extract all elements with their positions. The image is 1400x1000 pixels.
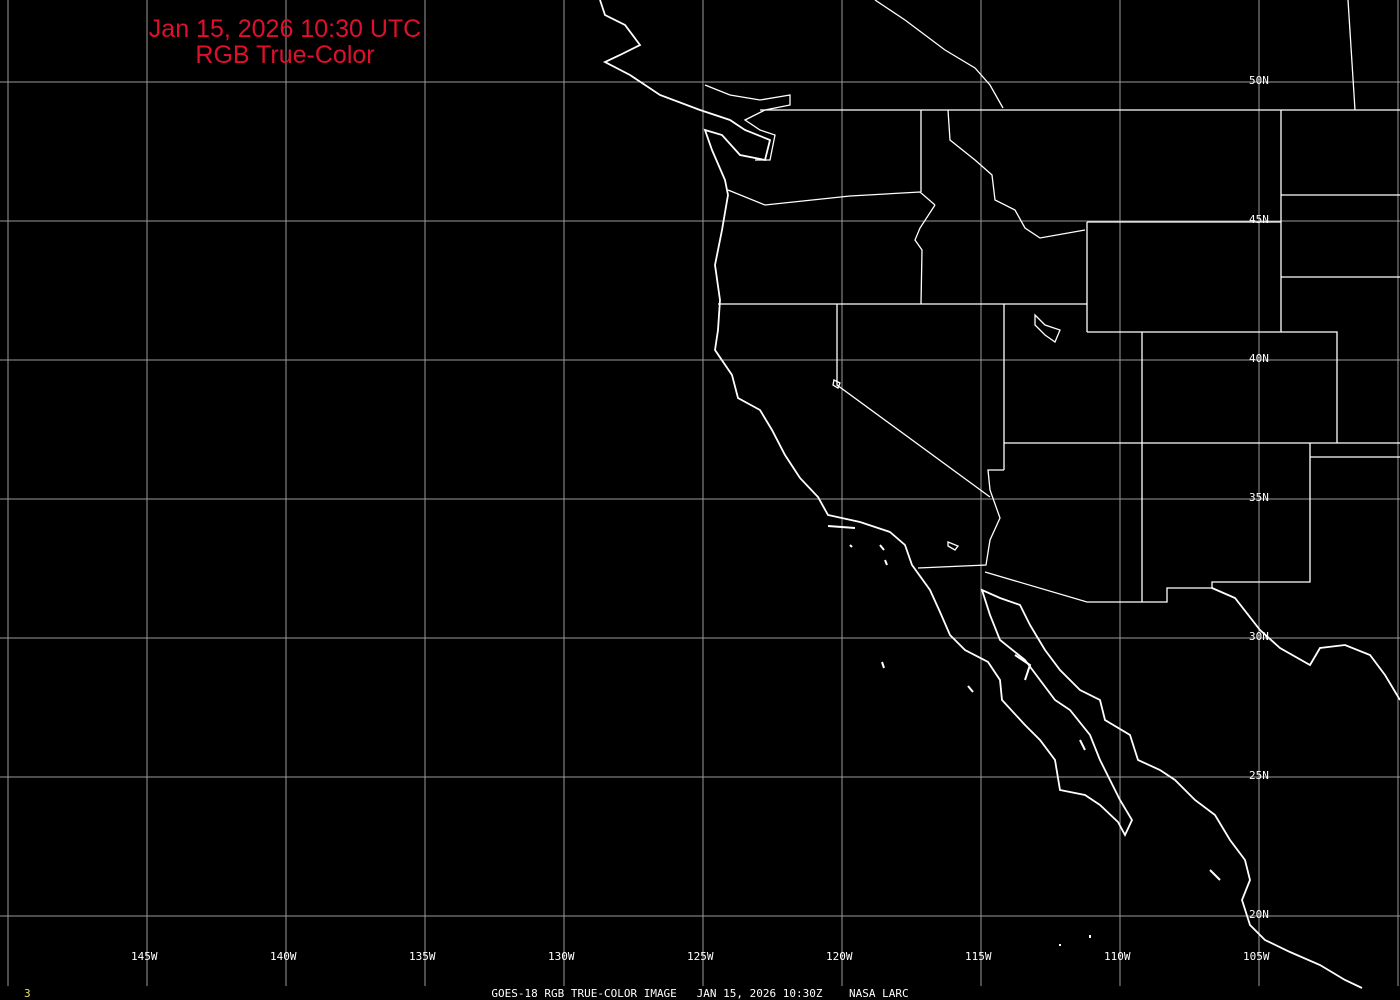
latitude-label: 30N — [1249, 630, 1269, 643]
colorado-river — [917, 469, 1004, 569]
latitude-label: 50N — [1249, 74, 1269, 87]
longitude-label: 130W — [548, 950, 575, 963]
wa-or-border — [727, 189, 936, 206]
longitude-label: 135W — [409, 950, 436, 963]
longitude-label: 115W — [965, 950, 992, 963]
dakota-borders — [1281, 194, 1400, 278]
latitude-label: 40N — [1249, 352, 1269, 365]
latitude-label: 45N — [1249, 213, 1269, 226]
baja-islands — [881, 654, 1221, 946]
latitude-label: 25N — [1249, 769, 1269, 782]
coastline-pacific — [599, 0, 1363, 989]
longitude-label: 125W — [687, 950, 714, 963]
longitude-label: 140W — [270, 950, 297, 963]
bc-alberta-border — [874, 0, 1004, 109]
ut-wy-co-border — [1087, 331, 1338, 443]
salton-sea — [947, 541, 960, 551]
lake-tahoe — [832, 379, 841, 389]
id-mt-border — [947, 109, 1086, 239]
longitude-label: 145W — [131, 950, 158, 963]
saskatchewan-border — [1347, 0, 1356, 111]
channel-islands — [827, 525, 888, 566]
puget-sound — [704, 84, 791, 161]
coastline-mexico-gulf — [1211, 587, 1400, 701]
longitude-label: 110W — [1104, 950, 1131, 963]
longitude-label: 120W — [826, 950, 853, 963]
great-salt-lake — [1034, 313, 1061, 343]
map-title-datetime: Jan 15, 2026 10:30 UTC — [148, 15, 422, 43]
frame-number: 3 — [24, 987, 31, 1000]
longitude-label: 105W — [1243, 950, 1270, 963]
or-id-border — [914, 204, 936, 305]
map-title-product: RGB True-Color — [195, 41, 375, 69]
boundaries — [599, 0, 1400, 989]
latitude-label: 35N — [1249, 491, 1269, 504]
image-caption: GOES-18 RGB TRUE-COLOR IMAGE JAN 15, 202… — [491, 987, 909, 1000]
nm-east-border — [984, 443, 1311, 603]
latitude-label: 20N — [1249, 908, 1269, 921]
ca-nv-border — [836, 304, 991, 498]
